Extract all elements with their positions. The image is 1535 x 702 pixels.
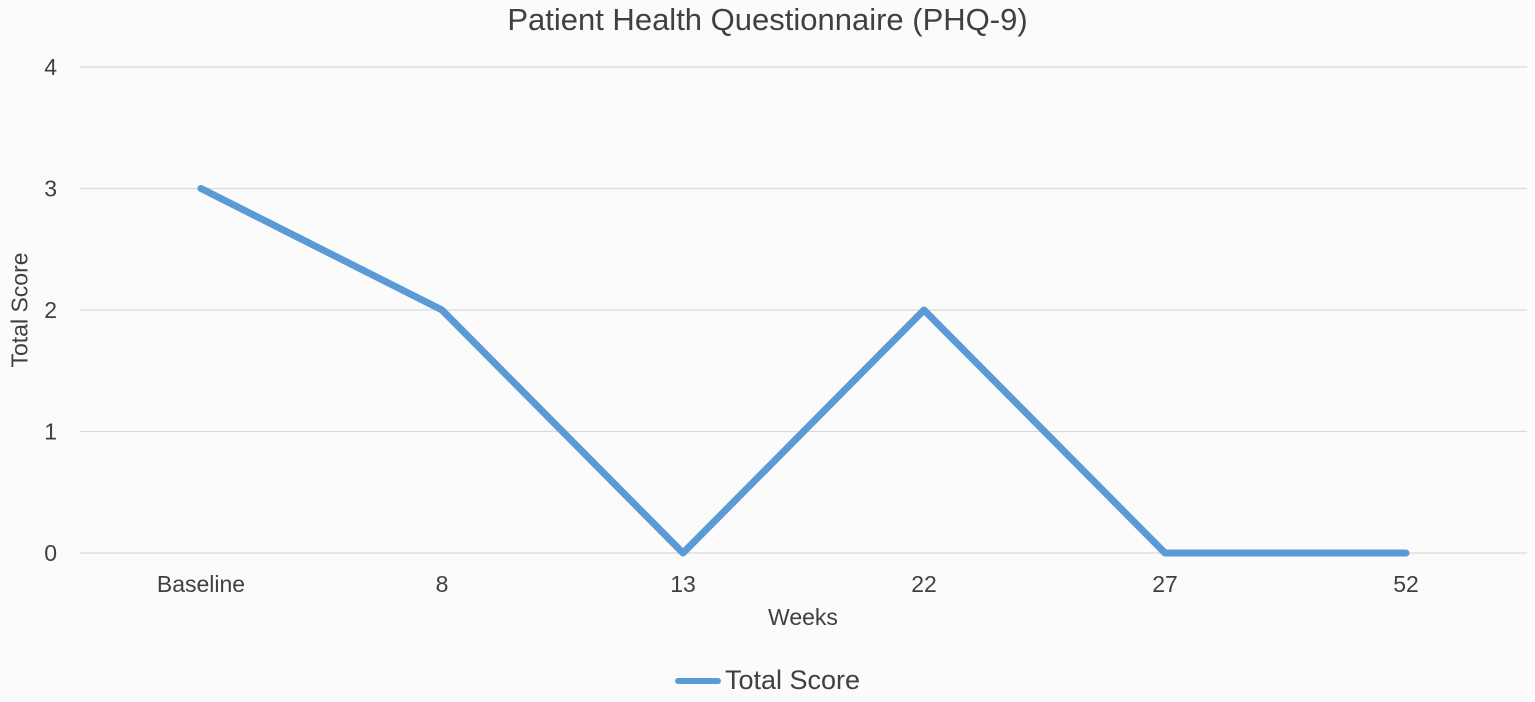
y-axis-label: Total Score — [6, 252, 33, 368]
legend-label: Total Score — [724, 665, 861, 695]
x-tick-label: Baseline — [157, 571, 245, 597]
legend-line-swatch — [674, 677, 721, 684]
x-tick-label: 52 — [1393, 571, 1419, 597]
legend: Total Score — [0, 665, 1535, 696]
x-axis-label: Weeks — [768, 604, 838, 630]
y-tick-label: 2 — [44, 297, 57, 323]
series-line — [197, 185, 1410, 557]
y-tick-label: 1 — [44, 419, 57, 445]
x-tick-label: 27 — [1152, 571, 1178, 597]
y-tick-label: 3 — [44, 176, 57, 202]
x-tick-label: 22 — [911, 571, 937, 597]
y-tick-label: 4 — [44, 54, 57, 80]
chart-title: Patient Health Questionnaire (PHQ-9) — [507, 2, 1028, 37]
x-tick-label: 13 — [670, 571, 696, 597]
x-tick-label: 8 — [436, 571, 449, 597]
y-tick-label: 0 — [44, 540, 57, 566]
